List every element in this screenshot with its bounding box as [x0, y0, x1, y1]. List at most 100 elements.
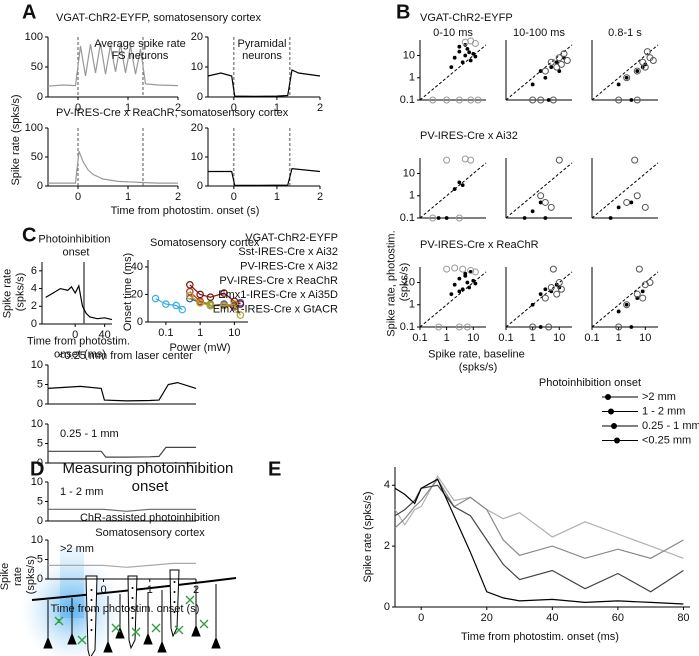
ring-point [635, 265, 643, 273]
ring-point [541, 198, 549, 206]
marker [172, 301, 181, 310]
ring-point [549, 96, 557, 104]
chart-title: Somatosensory cortex [150, 237, 260, 249]
dot-point [449, 292, 454, 297]
dot-point [629, 200, 634, 205]
ring-point [623, 198, 631, 206]
y-axis-label: Spike rate, photostim. (spks/s) [385, 227, 410, 336]
x-tick-label: 1 [616, 332, 622, 344]
y-tick-label: 0 [197, 180, 203, 192]
ring-point [467, 266, 475, 274]
dot-point [463, 271, 468, 276]
annotation: FS neurons [112, 50, 169, 62]
annotation: <0.25 mm from laser center [58, 350, 193, 362]
x-axis-label: Time from photostim. onset (ms) [461, 631, 619, 643]
legend-label: PV-IRES-Cre x Ai32 [240, 261, 338, 273]
ring-point [557, 285, 565, 293]
y-tick-label: 1 [409, 190, 415, 202]
y-tick-label: 0 [384, 601, 390, 613]
y-tick-label: 5 [37, 495, 43, 507]
panel-label: C [22, 224, 36, 246]
y-tick-label: 0.1 [400, 94, 415, 106]
trace [394, 478, 684, 605]
dot-point [467, 50, 472, 55]
x-axis-label: Power (mW) [169, 342, 230, 354]
x-tick-label: 0 [231, 191, 237, 203]
marker [206, 293, 215, 302]
ring-point [641, 203, 649, 211]
ring-point [474, 96, 482, 104]
dot-point [473, 281, 478, 286]
y-tick-label: 0 [37, 398, 43, 410]
legend-dot [605, 394, 611, 400]
x-tick-label: 1 [125, 102, 131, 114]
annotation: neurons [242, 50, 282, 62]
ring-point [623, 301, 631, 309]
ring-point [547, 283, 555, 291]
dot-point [473, 54, 478, 59]
y-axis-label: Spike rate (spks/s) [362, 491, 374, 582]
x-tick-label: 80 [677, 612, 689, 624]
ring-point [541, 67, 549, 75]
legend-label: <0.25 mm [642, 434, 691, 446]
x-tick-label: 2 [175, 102, 181, 114]
chart-subtitle: PV-IRES-Cre x Ai32 [420, 130, 518, 142]
y-axis-label: Onset time (ms) [122, 253, 134, 331]
y-tick-label: 0 [37, 515, 43, 527]
marker [162, 300, 170, 308]
ring-point [443, 265, 451, 273]
dot-point [543, 287, 548, 292]
dot-point [543, 216, 548, 220]
ring-point [615, 323, 623, 331]
trace [207, 69, 321, 98]
dot-point [452, 55, 457, 60]
dot-point [465, 46, 470, 51]
chart-subtitle: PV-IRES-Cre x ReaChR, somatosensory cort… [56, 107, 289, 119]
marker [196, 298, 204, 307]
ring-point [459, 265, 467, 273]
y-tick-label: 0.1 [400, 321, 415, 333]
dot-point [557, 69, 562, 73]
ring-point [471, 268, 479, 276]
y-tick-label: 1 [409, 299, 415, 311]
legend-dot [608, 408, 614, 415]
dot-point [460, 183, 465, 188]
ring-point [429, 96, 437, 104]
trace [47, 381, 197, 402]
panel-label: A [22, 1, 36, 23]
electrode-sites [90, 581, 176, 631]
dot-point [465, 280, 470, 285]
ring-point [555, 156, 563, 164]
y-tick-label: 0 [31, 318, 37, 330]
ring-point [649, 56, 657, 64]
y-tick-label: 10 [31, 418, 43, 430]
x-tick-label: 40 [546, 612, 558, 624]
dot-point [444, 216, 449, 220]
legend-dot [614, 437, 620, 444]
dot-point [457, 276, 462, 281]
ring-point [443, 156, 451, 164]
y-tick-label: 0 [37, 573, 43, 585]
dot-point [538, 69, 543, 73]
y-tick-label: 20 [191, 31, 203, 43]
chart-title: Photoinhibition onset [38, 233, 113, 258]
chart-subtitle: PV-IRES-Cre x ReaChR [420, 239, 539, 251]
marker [178, 305, 187, 314]
y-axis-label: Spike rate (spks/s) [0, 556, 37, 595]
y-tick-label: 20 [191, 122, 203, 134]
dot-point [436, 216, 441, 220]
ring-point [435, 323, 443, 331]
ring-point [549, 265, 557, 273]
ring-point [560, 50, 568, 58]
y-tick-label: 6 [31, 265, 37, 277]
ring-point [463, 323, 471, 331]
ring-point [643, 48, 651, 56]
ring-point [429, 214, 437, 222]
chart-title: Photoinhibition onset [539, 377, 641, 389]
dot-point [452, 187, 457, 191]
y-tick-label: 5 [37, 553, 43, 565]
dot-point [457, 49, 462, 54]
ring-point [563, 56, 571, 64]
chart-subtitle: VGAT-ChR2-EYFP, somatosensory cortex [56, 12, 261, 24]
x-tick-label: 1 [274, 102, 280, 114]
